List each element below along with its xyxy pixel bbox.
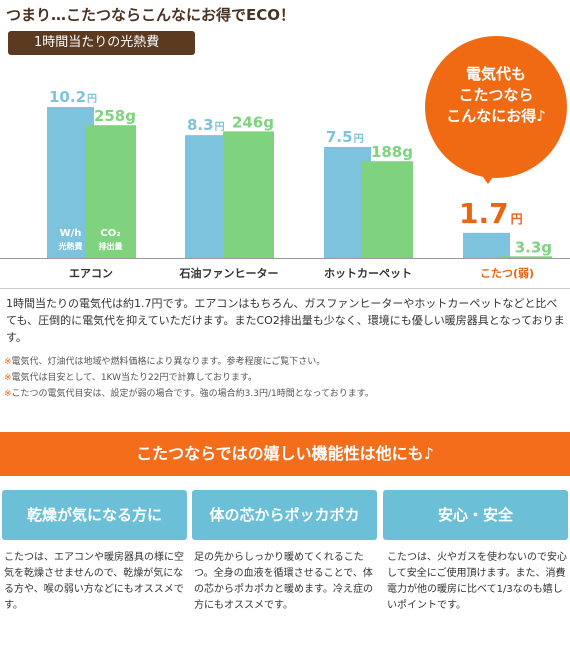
co2-value-label: 258g [94,107,136,125]
description-text: 1時間当たりの電気代は約1.7円です。エアコンはもちろん、ガスファンヒーターやホ… [6,297,565,344]
note-item: ※電気代、灯油代は地域や燃料価格により異なります。参考程度にご覧下さい。 [4,354,564,370]
feature-title-warmth: 体の芯からポッカポカ [192,490,377,540]
category-label: 石油ファンヒーター [179,266,279,280]
co2-value-label: 246g [232,113,274,131]
cost-value-label: 10.2 [49,88,86,106]
co2-value-label: 188g [371,143,413,161]
note-text: 電気代、灯油代は地域や燃料価格により異なります。参考程度にご覧下さい。 [11,357,326,367]
cost-unit-label: 円 [354,133,364,145]
category-label: こたつ(弱) [480,267,534,280]
co2-bar [223,131,274,258]
co2-value-label: 3.3g [515,238,552,256]
note-mark: ※ [4,357,12,367]
legend-co2-top: CO₂ [100,228,120,239]
bubble-line: 電気代も [465,65,526,83]
features-banner: こたつならではの嬉しい機能性は他にも♪ [0,432,570,476]
feature-title-safety: 安心・安全 [383,490,568,540]
chart-title-badge: 1時間当たりの光熱費 [8,31,195,55]
feature-text-warmth: 足の先からしっかり暖めてくれるこたつ。全身の血液を循環させることで、体の芯からポ… [194,552,373,611]
feature-text-dryness: こたつは、エアコンや暖房器具の様に空気を乾燥させませんので、乾燥が気になる方や、… [4,552,184,611]
category-label: ホットカーペット [324,267,412,280]
legend-co2-bottom: 排出量 [99,241,123,251]
co2-bar [501,256,552,258]
bubble-tail [478,170,498,184]
bubble-line: こんなにお得♪ [446,107,546,125]
cost-unit-label: 円 [87,93,97,105]
cost-unit-label: 円 [215,121,225,133]
note-mark: ※ [4,373,12,383]
co2-bar [362,161,413,258]
feature-text-safety: こたつは、火やガスを使わないので安心して安全にご使用頂けます。また、消費電力が他… [387,552,567,611]
note-text: こたつの電気代目安は、設定が弱の場合です。強の場合約3.3円/1時間となっており… [11,389,374,399]
cost-unit-label: 円 [511,212,523,226]
note-item: ※電気代は目安として、1KW当たり22円で計算しております。 [4,370,564,386]
headline: つまり…こたつならこんなにお得でECO！ [6,6,296,24]
legend-cost-bottom: 光熱費 [58,241,83,251]
note-item: ※こたつの電気代目安は、設定が弱の場合です。強の場合約3.3円/1時間となってお… [4,386,564,402]
feature-title-dryness: 乾燥が気になる方に [2,490,187,540]
cost-value-label: 7.5 [326,128,353,146]
savings-callout-bubble: 電気代も こたつなら こんなにお得♪ [425,36,567,178]
note-text: 電気代は目安として、1KW当たり22円で計算しております。 [11,373,258,383]
co2-bar [85,125,136,259]
note-mark: ※ [4,389,12,399]
notes-list: ※電気代、灯油代は地域や燃料価格により異なります。参考程度にご覧下さい。 ※電気… [4,354,564,402]
category-label: エアコン [69,267,113,280]
cost-bar [463,232,510,258]
cost-value-label: 1.7 [459,197,509,230]
cost-value-label: 8.3 [187,116,214,134]
legend-cost-top: W/h [60,228,82,239]
bubble-line: こたつなら [458,86,534,104]
